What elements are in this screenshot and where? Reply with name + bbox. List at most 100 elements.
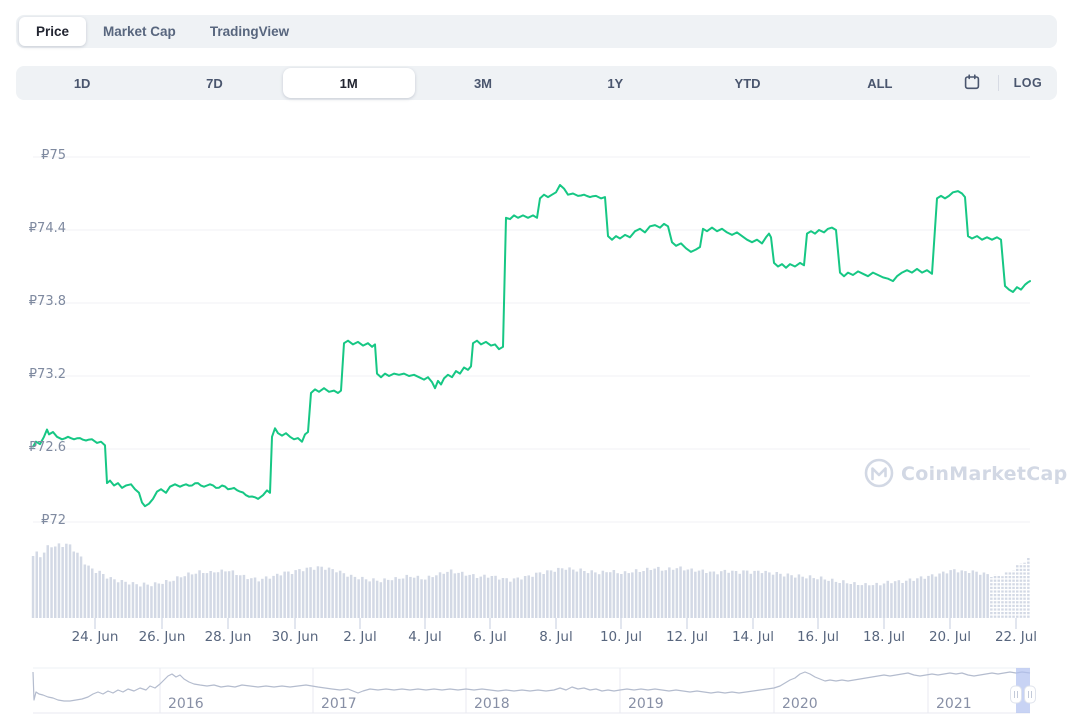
volume-bar <box>298 569 301 618</box>
volume-bar <box>734 571 738 618</box>
volume-bar <box>775 572 778 618</box>
log-scale-toggle[interactable]: LOG <box>999 66 1057 100</box>
x-axis-label: 8. Jul <box>539 629 572 645</box>
volume-bar <box>1012 570 1015 618</box>
volume-bar <box>679 566 682 618</box>
volume-bar <box>583 571 586 618</box>
volume-bar <box>960 570 963 618</box>
x-axis-label: 20. Jul <box>929 629 971 645</box>
tab-market-cap[interactable]: Market Cap <box>86 17 193 46</box>
volume-bar <box>272 575 275 618</box>
volume-bar <box>146 584 149 618</box>
range-1m[interactable]: 1M <box>282 68 415 98</box>
volume-bar <box>486 577 490 618</box>
volume-bar <box>542 574 545 618</box>
x-axis-label: 30. Jun <box>272 629 319 645</box>
volume-bar <box>216 572 220 618</box>
tab-tradingview[interactable]: TradingView <box>193 17 306 46</box>
brush-handle-left[interactable] <box>1010 685 1022 704</box>
volume-bar <box>187 572 190 618</box>
volume-bar <box>494 575 497 618</box>
volume-bar <box>560 568 564 618</box>
volume-bar <box>801 576 804 618</box>
volume-bar <box>335 572 338 618</box>
brush-handle-left-pill[interactable] <box>1010 685 1022 704</box>
year-label: 2019 <box>628 696 664 712</box>
volume-bar <box>209 571 212 618</box>
volume-bar <box>808 575 812 618</box>
brush-handle-right-pill[interactable] <box>1024 685 1036 704</box>
volume-bar <box>139 586 142 618</box>
volume-bar <box>416 575 420 618</box>
volume-bar <box>919 576 923 618</box>
volume-bar <box>50 547 53 618</box>
calendar-button[interactable] <box>946 66 998 100</box>
range-ytd[interactable]: YTD <box>681 66 813 100</box>
volume-bar <box>875 582 878 618</box>
volume-bar <box>320 566 323 618</box>
brush-handle-right[interactable] <box>1024 685 1036 704</box>
volume-bar <box>312 569 316 618</box>
volume-bar <box>161 583 164 618</box>
volume-bar <box>979 574 982 618</box>
volume-bar <box>612 570 616 618</box>
volume-bar <box>849 584 852 618</box>
volume-bar <box>683 570 686 618</box>
volume-bar <box>224 571 227 618</box>
volume-bar <box>194 573 198 618</box>
volume-bar <box>690 568 693 618</box>
volume-bar <box>142 582 146 618</box>
volume-bar <box>753 570 756 618</box>
volume-bar <box>827 580 830 618</box>
volume-bar <box>472 574 475 618</box>
volume-bar <box>1023 562 1026 618</box>
volume-bar <box>990 577 993 618</box>
volume-bar <box>738 573 741 618</box>
volume-bar <box>964 571 967 618</box>
volume-bar <box>975 571 978 618</box>
volume-bar <box>893 581 897 618</box>
volume-bar <box>338 570 342 618</box>
volume-bar <box>1016 564 1019 618</box>
tab-price[interactable]: Price <box>19 17 87 46</box>
chart-plot-area[interactable] <box>33 140 1030 618</box>
volume-bar <box>812 578 815 618</box>
range-1d[interactable]: 1D <box>16 66 148 100</box>
volume-bar <box>535 572 538 618</box>
volume-bar <box>54 546 57 618</box>
volume-bar <box>468 574 471 618</box>
y-axis-label: ₽73.8 <box>29 294 66 309</box>
volume-bar <box>94 573 98 618</box>
volume-bar <box>390 580 394 618</box>
y-axis-label: ₽72.6 <box>29 440 66 455</box>
volume-bar <box>372 578 375 618</box>
range-1y[interactable]: 1Y <box>549 66 681 100</box>
volume-bar <box>642 571 645 618</box>
x-axis-label: 2. Jul <box>343 629 376 645</box>
range-3m[interactable]: 3M <box>417 66 549 100</box>
range-all[interactable]: ALL <box>814 66 946 100</box>
volume-bar <box>183 576 186 618</box>
volume-bar <box>638 572 642 618</box>
year-label: 2018 <box>474 696 510 712</box>
x-axis-label: 10. Jul <box>600 629 642 645</box>
volume-bar <box>945 573 949 618</box>
volume-bar <box>986 574 989 618</box>
volume-bar <box>446 571 449 618</box>
timeline-scrubber[interactable]: 2016 2017 2018 2019 2020 2021 <box>32 667 1036 714</box>
volume-bar <box>856 585 860 618</box>
volume-bar <box>956 572 960 618</box>
volume-bar <box>897 580 901 618</box>
volume-bar <box>57 543 61 618</box>
range-7d[interactable]: 7D <box>148 66 280 100</box>
volume-bar <box>420 579 423 618</box>
volume-bar <box>227 571 231 618</box>
x-axis-label: 18. Jul <box>863 629 905 645</box>
volume-bar <box>768 572 771 618</box>
volume-bar <box>760 573 764 618</box>
volume-bar <box>712 571 716 618</box>
volume-bar <box>731 570 734 618</box>
volume-bar <box>853 582 856 618</box>
volume-bar <box>631 572 634 618</box>
volume-bar <box>76 552 79 618</box>
